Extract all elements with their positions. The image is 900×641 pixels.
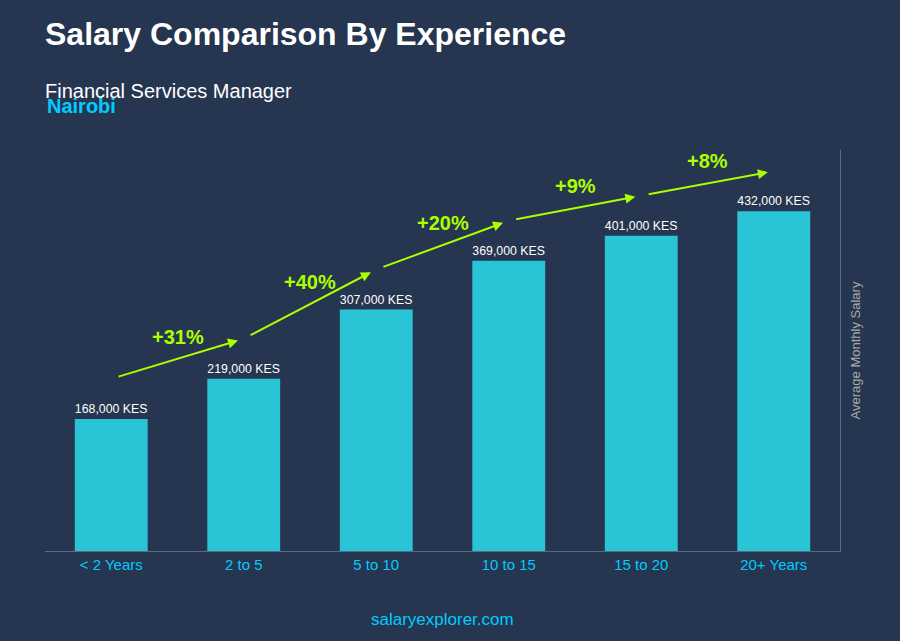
- svg-text:168,000 KES: 168,000 KES: [75, 402, 147, 416]
- svg-text:Salary Comparison By Experienc: Salary Comparison By Experience: [45, 16, 566, 52]
- svg-text:Average Monthly Salary: Average Monthly Salary: [848, 281, 863, 419]
- svg-text:10 to 15: 10 to 15: [482, 556, 536, 573]
- svg-text:+31%: +31%: [152, 326, 204, 348]
- svg-text:15 to 20: 15 to 20: [614, 556, 668, 573]
- svg-text:+20%: +20%: [417, 212, 469, 234]
- svg-text:< 2 Years: < 2 Years: [80, 556, 143, 573]
- svg-text:+40%: +40%: [284, 271, 336, 293]
- svg-text:2 to 5: 2 to 5: [225, 556, 263, 573]
- svg-text:salaryexplorer.com: salaryexplorer.com: [371, 610, 514, 629]
- svg-text:432,000 KES: 432,000 KES: [737, 194, 809, 208]
- svg-text:5 to 10: 5 to 10: [353, 556, 399, 573]
- svg-text:+8%: +8%: [687, 150, 728, 172]
- svg-text:369,000 KES: 369,000 KES: [472, 244, 544, 258]
- svg-text:20+ Years: 20+ Years: [740, 556, 807, 573]
- svg-text:Financial Services Manager: Financial Services Manager: [45, 80, 292, 102]
- svg-text:307,000 KES: 307,000 KES: [340, 293, 412, 307]
- svg-text:219,000 KES: 219,000 KES: [207, 362, 279, 376]
- svg-text:401,000 KES: 401,000 KES: [605, 219, 677, 233]
- svg-text:+9%: +9%: [555, 175, 596, 197]
- svg-text:Nairobi: Nairobi: [47, 95, 116, 117]
